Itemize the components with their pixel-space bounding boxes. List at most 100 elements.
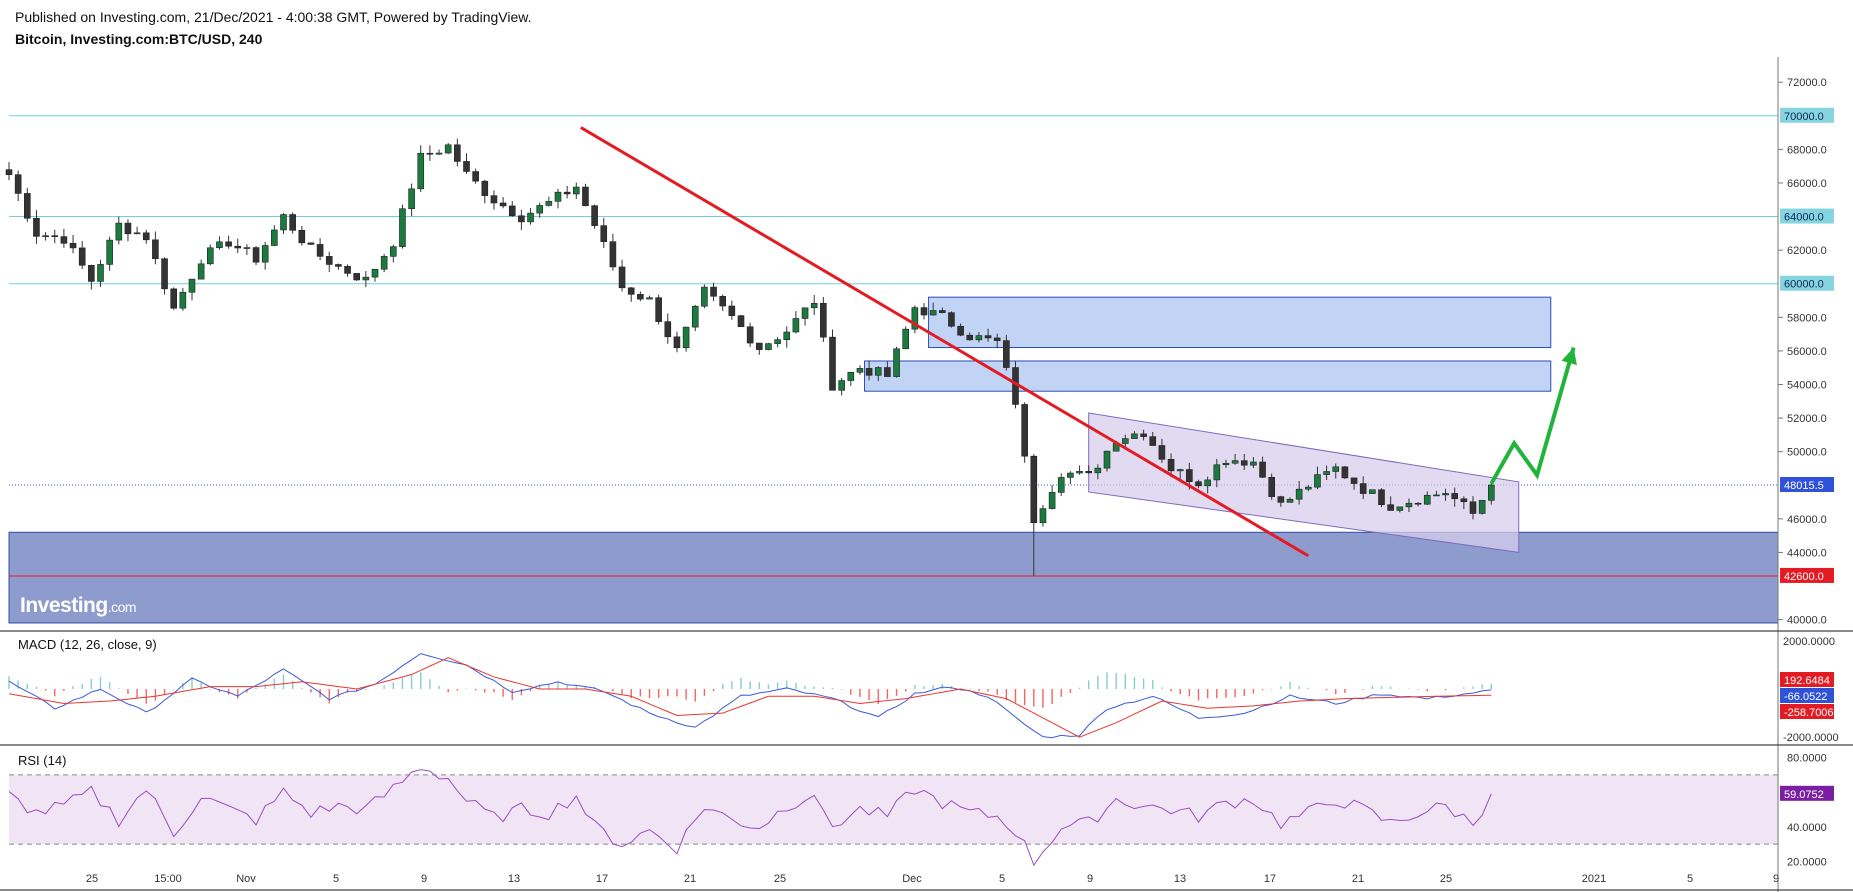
candle-body xyxy=(152,239,159,260)
time-tick-label: 17 xyxy=(1264,873,1276,885)
time-tick-label: Dec xyxy=(902,873,922,885)
candle-body xyxy=(929,310,937,316)
time-tick-label: 13 xyxy=(508,873,520,885)
candle-body xyxy=(1176,469,1184,472)
price-level-tag-bg xyxy=(1780,107,1834,123)
candle-body xyxy=(637,294,644,300)
candle-body xyxy=(60,236,68,244)
candle-body xyxy=(179,291,187,309)
candle-body xyxy=(966,334,974,341)
candle-body xyxy=(810,302,818,309)
candle-body xyxy=(710,286,717,297)
candle-body xyxy=(197,263,205,280)
candle-body xyxy=(1314,474,1321,488)
candle-body xyxy=(362,276,370,281)
time-tick-label: 25 xyxy=(1440,873,1452,885)
candle-body xyxy=(133,232,141,235)
candle-body xyxy=(97,264,104,282)
support-level-tag-bg xyxy=(1780,567,1834,583)
candle-body xyxy=(252,247,260,263)
candle-body xyxy=(600,225,608,242)
candle-body xyxy=(444,144,452,154)
candle-body xyxy=(646,297,653,300)
candle-body xyxy=(1231,460,1239,464)
candle-body xyxy=(1003,340,1010,368)
candle-body xyxy=(316,244,324,257)
candle-body xyxy=(783,331,791,340)
candle-body xyxy=(1286,498,1294,503)
candle-body xyxy=(948,312,955,327)
price-tick-label: 50000.0 xyxy=(1787,447,1827,459)
candle-body xyxy=(1369,489,1376,494)
candle-body xyxy=(1414,502,1422,505)
candle-body xyxy=(289,214,296,231)
published-note: Published on Investing.com, 21/Dec/2021 … xyxy=(15,9,532,25)
candle-body xyxy=(1323,471,1330,475)
candle-body xyxy=(481,180,489,196)
candle-body xyxy=(1158,445,1166,460)
candle-body xyxy=(1387,504,1394,511)
candle-body xyxy=(1039,508,1047,524)
resistance-zone xyxy=(864,360,1552,392)
last-price-tag-bg xyxy=(1780,476,1834,492)
candle-body xyxy=(993,337,1001,341)
candle-body xyxy=(1122,438,1129,444)
candle-body xyxy=(280,214,287,231)
candle-body xyxy=(792,318,800,333)
candle-body xyxy=(719,295,727,307)
investing-logo: Investing.com xyxy=(20,594,136,617)
rsi-title: RSI (14) xyxy=(18,753,66,768)
chart-header: Published on Investing.com, 21/Dec/2021 … xyxy=(15,8,531,48)
rsi-tick-label: 20.0000 xyxy=(1787,856,1827,868)
last-price-tag: 48015.5 xyxy=(1784,480,1824,492)
projection-arrow xyxy=(1489,346,1576,485)
price-level-tag-bg xyxy=(1780,275,1834,291)
candle-body xyxy=(124,222,132,235)
time-tick-label: 9 xyxy=(421,873,427,885)
candle-body xyxy=(225,241,232,247)
candle-body xyxy=(1350,477,1358,484)
candle-body xyxy=(298,230,306,244)
candle-body xyxy=(207,247,214,265)
rsi-tick-label: 80.0000 xyxy=(1787,753,1827,765)
price-tick-label: 54000.0 xyxy=(1787,379,1827,391)
candle-body xyxy=(78,247,86,266)
time-tick-label: 25 xyxy=(774,873,786,885)
candle-body xyxy=(216,241,223,249)
candle-body xyxy=(682,326,690,349)
candle-body xyxy=(1378,489,1385,506)
candle-body xyxy=(655,297,662,322)
candle-body xyxy=(1085,470,1092,474)
candle-body xyxy=(1268,476,1275,497)
candle-body xyxy=(527,212,534,223)
candle-body xyxy=(829,336,836,391)
candle-body xyxy=(582,186,589,206)
candle-body xyxy=(115,222,123,241)
price-tick-label: 68000.0 xyxy=(1787,144,1827,156)
candle-body xyxy=(1021,404,1028,457)
candle-body xyxy=(14,174,22,194)
candle-body xyxy=(417,152,425,190)
candle-body xyxy=(1460,498,1468,503)
macd-signal-tag-bg xyxy=(1780,704,1834,719)
candle-body xyxy=(463,161,470,172)
candle-body xyxy=(774,339,781,344)
candle-body xyxy=(545,201,553,206)
candle-body xyxy=(737,315,745,328)
arrow-head xyxy=(1561,347,1577,366)
candle-body xyxy=(554,191,562,202)
candle-body xyxy=(1359,483,1367,494)
candle-body xyxy=(1048,492,1056,509)
time-tick-label: 9 xyxy=(1773,873,1779,885)
candle-body xyxy=(1057,477,1065,493)
downtrend-line xyxy=(580,126,1310,558)
time-tick-label: 15:00 xyxy=(154,873,182,885)
candle-body xyxy=(1488,484,1495,501)
candle-body xyxy=(1295,488,1303,500)
candle-body xyxy=(1186,469,1193,482)
candle-body xyxy=(1094,467,1102,474)
candle-body xyxy=(490,195,498,204)
macd-signal-line xyxy=(8,657,1492,738)
candle-body xyxy=(142,232,150,241)
candle-body xyxy=(627,287,635,295)
